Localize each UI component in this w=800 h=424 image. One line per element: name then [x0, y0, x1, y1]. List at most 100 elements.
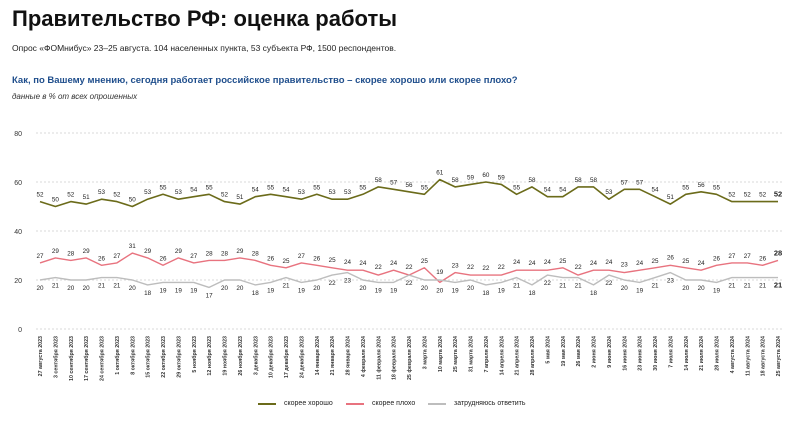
x-tick-label: 16 июня 2024: [622, 336, 628, 371]
data-label: 20: [621, 285, 629, 292]
series-line-3: [39, 271, 778, 289]
data-label: 21: [559, 283, 567, 290]
data-label: 50: [52, 197, 60, 204]
x-tick-label: 2 июня 2024: [592, 336, 598, 368]
data-label: 28: [67, 250, 75, 257]
y-tick-label: 40: [14, 229, 22, 236]
x-tick-label: 22 октября 2023: [160, 336, 167, 378]
data-label: 25: [282, 258, 290, 265]
line-chart: 0 20 40 60 80 27 августа 2023 3 сентября 2023 1…: [14, 131, 782, 381]
x-tick-label: 8 октября 2023: [129, 336, 136, 375]
x-tick-label: 25 августа 2024: [776, 336, 782, 376]
data-label: 19: [267, 287, 275, 294]
data-label: 24: [544, 259, 552, 266]
data-label: 20: [359, 285, 367, 292]
data-label: 19: [436, 269, 444, 276]
data-label: 20: [313, 285, 321, 292]
data-label: 29: [144, 248, 152, 255]
series-line-1: [39, 178, 778, 208]
data-label: 55: [359, 184, 367, 191]
data-label: 55: [713, 184, 721, 191]
data-label: 19: [190, 287, 198, 294]
x-tick-label: 14 апреля 2024: [499, 336, 505, 375]
data-label: 19: [713, 287, 721, 294]
data-label: 61: [436, 170, 444, 177]
data-label: 19: [452, 287, 460, 294]
data-label: 24: [359, 260, 367, 267]
legend-label-unsure: затрудняюсь ответить: [454, 400, 526, 407]
data-label: 56: [405, 182, 413, 189]
x-tick-label: 7 июля 2024: [668, 336, 674, 368]
data-label: 52: [728, 192, 736, 199]
x-tick-label: 23 июня 2024: [638, 336, 644, 371]
data-label: 22: [329, 280, 337, 287]
data-label: 20: [67, 285, 75, 292]
x-tick-label: 3 сентября 2023: [52, 336, 59, 378]
x-tick-label: 19 ноября 2023: [222, 336, 229, 376]
data-label: 58: [575, 177, 583, 184]
data-label: 21: [98, 283, 106, 290]
data-label: 55: [682, 184, 690, 191]
data-label: 18: [590, 290, 598, 297]
data-label: 55: [206, 184, 214, 191]
data-label: 19: [390, 287, 398, 294]
data-label: 24: [698, 260, 706, 267]
data-label: 52: [113, 192, 121, 199]
data-label: 25: [651, 258, 659, 265]
data-label: 21: [774, 281, 782, 290]
data-label: 27: [298, 253, 306, 260]
data-label: 17: [206, 292, 214, 299]
x-tick-label: 10 марта 2024: [438, 336, 444, 372]
data-label: 54: [559, 187, 567, 194]
data-label: 21: [52, 283, 60, 290]
x-tick-label: 4 августа 2024: [730, 336, 736, 373]
data-label: 53: [98, 189, 106, 196]
data-label: 23: [452, 263, 460, 270]
y-tick-label: 60: [14, 180, 22, 187]
data-label: 19: [375, 287, 383, 294]
data-label: 52: [774, 190, 782, 199]
data-label: 51: [83, 194, 91, 201]
chart-legend: скорее хорошо скорее плохо затрудняюсь о…: [0, 400, 800, 416]
data-label: 29: [175, 248, 183, 255]
data-label: 20: [682, 285, 690, 292]
data-label: 24: [528, 260, 536, 267]
x-tick-label: 25 марта 2024: [453, 336, 459, 372]
legend-item-unsure: затрудняюсь ответить: [428, 400, 526, 407]
data-label: 20: [436, 287, 444, 294]
data-label: 28: [252, 250, 260, 257]
legend-label-bad: скорее плохо: [372, 400, 416, 407]
data-label: 21: [759, 283, 767, 290]
data-label: 52: [67, 192, 75, 199]
data-label: 18: [144, 290, 152, 297]
x-tick-label: 21 апреля 2024: [515, 336, 521, 375]
data-label: 19: [175, 287, 183, 294]
x-tick-label: 26 ноября 2023: [237, 336, 244, 376]
data-label: 27: [36, 253, 44, 260]
data-label: 53: [144, 189, 152, 196]
data-label: 58: [452, 177, 460, 184]
legend-swatch-good: [258, 402, 276, 405]
data-label: 55: [159, 184, 167, 191]
data-label: 53: [605, 189, 613, 196]
data-label: 60: [482, 172, 490, 179]
x-tick-label: 17 сентября 2023: [83, 336, 90, 381]
data-note: данные в % от всех опрошенных: [12, 92, 138, 101]
x-tick-label: 7 апреля 2024: [484, 336, 490, 373]
data-label: 22: [467, 264, 475, 271]
data-label: 53: [298, 189, 306, 196]
data-label: 26: [267, 255, 275, 262]
x-tick-label: 14 июля 2024: [684, 336, 690, 371]
data-label: 23: [621, 262, 629, 269]
data-label: 54: [544, 187, 552, 194]
chart-title: Правительство РФ: оценка работы: [12, 6, 397, 31]
data-label: 24: [636, 260, 644, 267]
data-label: 24: [344, 259, 352, 266]
data-label: 57: [636, 179, 644, 186]
x-tick-label: 11 февраля 2024: [375, 336, 382, 380]
data-label: 52: [744, 192, 752, 199]
x-tick-label: 10 сентября 2023: [68, 336, 75, 381]
data-label: 26: [667, 254, 675, 261]
x-tick-label: 18 февраля 2024: [391, 336, 398, 380]
data-label: 21: [728, 283, 736, 290]
